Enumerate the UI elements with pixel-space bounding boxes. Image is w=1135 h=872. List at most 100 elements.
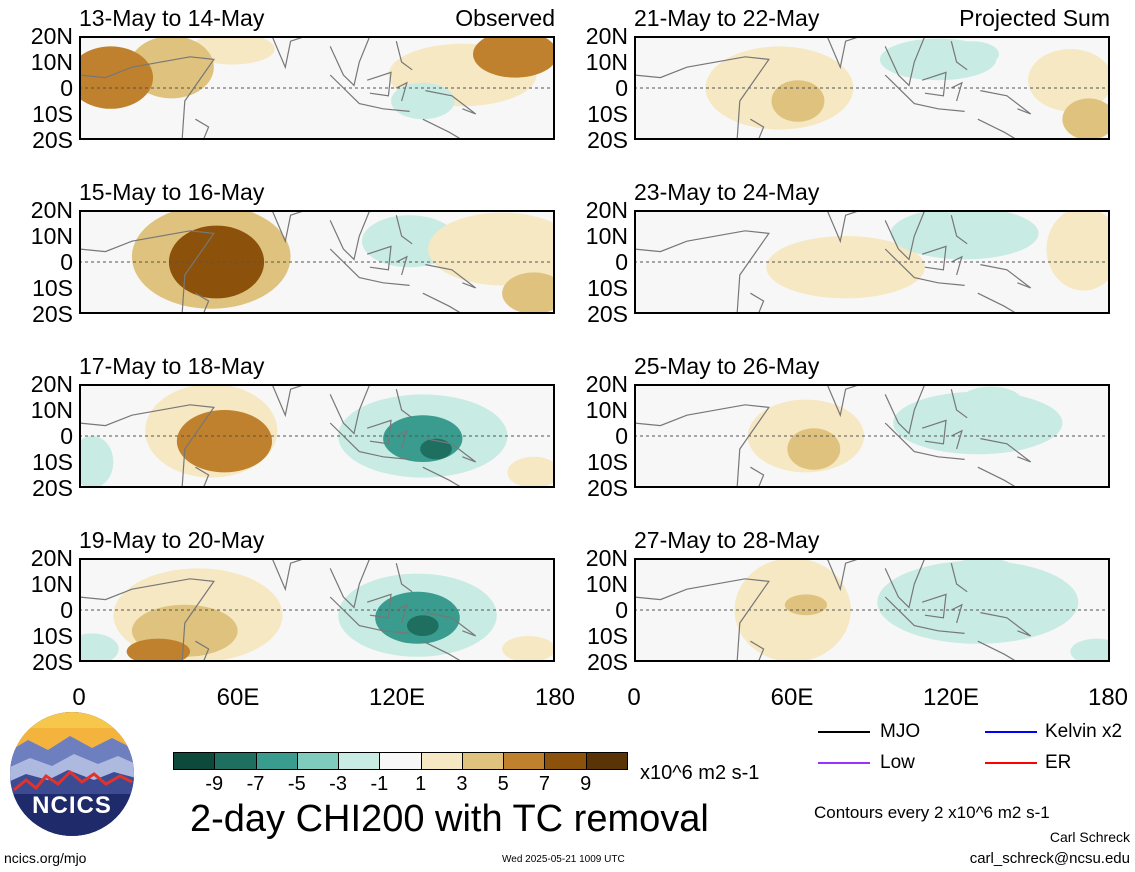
ncics-logo: NCICS (8, 710, 136, 838)
coastline (634, 558, 1032, 662)
y-tick-label: 20S (587, 475, 628, 501)
anomaly-blob (428, 212, 555, 286)
panel-title: 13-May to 14-May (79, 5, 265, 31)
y-tick-label: 10N (30, 223, 73, 249)
colorbar-units: x10^6 m2 s-1 (640, 762, 760, 784)
colorbar-swatch (379, 752, 422, 770)
map-field (79, 210, 555, 314)
anomaly-blob (634, 568, 751, 642)
anomaly-blob (176, 410, 273, 473)
map-panel (634, 210, 1110, 314)
colorbar-swatch (255, 752, 298, 770)
x-tick-label: 0 (72, 684, 86, 711)
colorbar-label: -5 (287, 773, 306, 795)
y-tick-label: 20S (32, 301, 73, 327)
y-tick-label: 20S (32, 649, 73, 675)
panel-border (634, 36, 1110, 140)
anomaly-blob (391, 82, 455, 120)
y-tick-label: 20N (585, 197, 628, 223)
panel-border (634, 384, 1110, 488)
coastline (79, 36, 477, 140)
y-tick-label: 10S (587, 275, 628, 301)
colorbar-swatch (338, 752, 381, 770)
anomaly-blob (959, 212, 1013, 244)
legend-label-mjo: MJO (880, 721, 921, 742)
y-tick-label: 20N (30, 371, 73, 397)
colorbar: -9 -7 -5 -3 -1 1 3 5 7 9 (173, 752, 628, 800)
site-link[interactable]: ncics.org/mjo (4, 850, 87, 866)
y-tick-label: 0 (60, 423, 73, 449)
y-tick-label: 10N (30, 397, 73, 423)
panel-title: 23-May to 24-May (634, 179, 820, 205)
anomaly-blob (79, 46, 154, 109)
legend-swatch-mjo (818, 731, 870, 733)
x-tick-label: 120E (368, 684, 426, 711)
y-tick-label: 0 (615, 249, 628, 275)
x-tick-label: 120E (922, 684, 980, 711)
anomaly-blob (787, 428, 841, 470)
anomaly-blob (771, 80, 825, 122)
y-tick-label: 20S (587, 127, 628, 153)
coastline (79, 210, 477, 314)
panel-border (79, 558, 555, 662)
y-tick-label: 0 (615, 75, 628, 101)
anomaly-blob (946, 41, 999, 68)
y-tick-label: 20N (585, 23, 628, 49)
legend-label-er: ER (1045, 752, 1072, 773)
map-panel (79, 384, 555, 488)
map-field (79, 384, 555, 488)
contours-note: Contours every 2 x10^6 m2 s-1 (814, 803, 1050, 822)
map-field (634, 210, 1110, 314)
timestamp: Wed 2025-05-21 1009 UTC (502, 854, 625, 865)
y-tick-label: 10N (585, 571, 628, 597)
figure-title: 2-day CHI200 with TC removal (190, 798, 709, 840)
y-tick-label: 20N (30, 197, 73, 223)
legend-swatch-low (818, 762, 870, 764)
legend-swatch-kelvin (985, 731, 1037, 733)
map-panel (79, 558, 555, 662)
map-field (634, 384, 1110, 488)
y-tick-label: 20S (32, 475, 73, 501)
y-tick-label: 20S (587, 649, 628, 675)
colorbar-swatch (296, 752, 340, 770)
anomaly-blob (1046, 210, 1110, 291)
y-tick-label: 0 (60, 75, 73, 101)
x-tick-label: 60E (770, 684, 814, 711)
anomaly-blob (303, 236, 357, 288)
map-field (634, 558, 1110, 662)
map-panel (634, 36, 1110, 140)
y-tick-label: 10S (587, 101, 628, 127)
anomaly-blob (766, 236, 925, 299)
y-tick-label: 10N (585, 223, 628, 249)
anomaly-blob (279, 77, 344, 109)
y-tick-label: 20N (30, 23, 73, 49)
anomaly-blob (502, 272, 555, 314)
y-tick-label: 20N (30, 545, 73, 571)
panel-tag: Projected Sum (959, 5, 1110, 31)
anomaly-blob (383, 415, 463, 462)
anomaly-blob (473, 36, 555, 78)
y-tick-label: 0 (615, 423, 628, 449)
y-tick-label: 10S (32, 101, 73, 127)
coastline (79, 558, 477, 662)
panel-border (79, 36, 555, 140)
colorbar-swatch (461, 752, 505, 770)
map-field (634, 36, 1110, 140)
panel-title: 21-May to 22-May (634, 5, 820, 31)
colorbar-swatch (420, 752, 463, 770)
y-tick-label: 10S (32, 623, 73, 649)
legend-label-kelvin: Kelvin x2 (1045, 721, 1123, 742)
anomaly-blob (502, 636, 555, 662)
anomaly-blob (1070, 638, 1110, 662)
colorbar-label: 7 (538, 773, 551, 795)
colorbar-swatch (544, 752, 587, 770)
anomaly-blob (946, 558, 1021, 590)
panel-border (79, 210, 555, 314)
colorbar-label: 1 (415, 773, 427, 795)
logo-mountains-icon (10, 712, 134, 836)
anomaly-blob (406, 615, 439, 636)
author-email: carl_schreck@ncsu.edu (969, 850, 1130, 867)
colorbar-label: -3 (329, 773, 347, 795)
anomaly-blob (959, 386, 1023, 418)
y-tick-label: 10S (32, 449, 73, 475)
